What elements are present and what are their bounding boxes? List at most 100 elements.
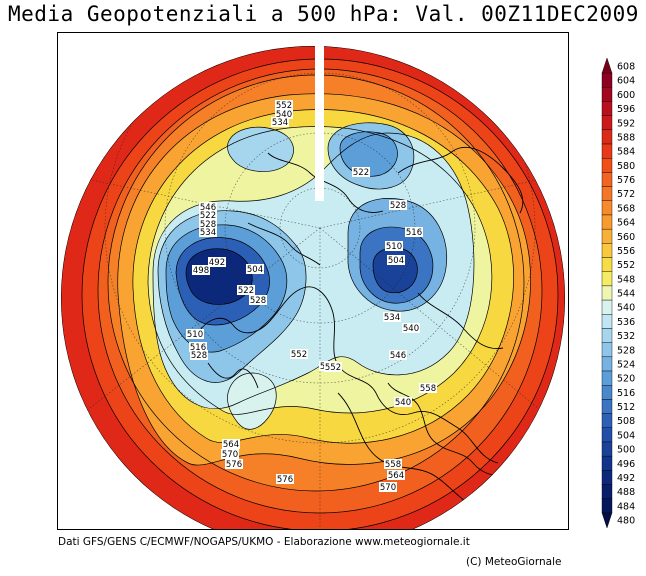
contour-label: 570 — [222, 450, 238, 460]
legend-swatch — [601, 243, 613, 258]
legend-swatch — [601, 328, 613, 343]
legend-level-label: 492 — [617, 473, 635, 484]
legend-level-label: 552 — [617, 260, 635, 271]
contour-label: 564 — [223, 440, 239, 450]
geopotential-map: 552 540 534 522 528 516 510 504 546 522 528 534 492 4… — [57, 32, 569, 530]
legend-swatch — [601, 299, 613, 315]
legend-level-label: 512 — [617, 402, 635, 413]
contour-label-box — [275, 109, 293, 119]
legend-level-label: 560 — [617, 232, 635, 243]
legend-swatch — [601, 370, 613, 386]
trough-west-492 — [186, 248, 253, 305]
legend-swatch — [601, 214, 613, 230]
legend-level-label: 600 — [617, 90, 635, 101]
legend-level-label: 592 — [617, 118, 635, 129]
contour-label: 504 — [388, 256, 404, 266]
contour-label-box — [385, 241, 403, 251]
legend-level-label: 504 — [617, 430, 635, 441]
legend-level-label: 500 — [617, 445, 635, 456]
contour-label: 510 — [386, 242, 402, 252]
contour — [117, 93, 531, 466]
contour-label-box — [271, 117, 289, 127]
contour-label: 522 — [200, 211, 216, 221]
legend-level-label: 536 — [617, 317, 635, 328]
contour-label-box — [352, 167, 370, 177]
contour-label-box — [237, 285, 255, 295]
meridian — [319, 172, 565, 229]
legend-level-label: 516 — [617, 388, 635, 399]
contour-label: 540 — [403, 324, 419, 334]
legend-level-label: 544 — [617, 289, 635, 300]
legend-level-label: 608 — [617, 62, 635, 73]
legend-swatch — [601, 455, 613, 471]
legend-swatch — [601, 498, 613, 514]
contour — [227, 126, 294, 172]
contour-label: 510 — [187, 330, 203, 340]
contour — [227, 372, 277, 430]
contour-label-box — [402, 323, 420, 333]
legend-level-label: 604 — [617, 76, 635, 87]
legend-swatch — [601, 129, 613, 145]
legend-level-label: 580 — [617, 161, 635, 172]
contour-label-box — [190, 350, 208, 360]
contour-label: 552 — [291, 350, 307, 360]
legend-bars — [601, 58, 613, 528]
contour-labels: 5525405345225285165105045465225285344924… — [186, 100, 437, 493]
contour-label-box — [379, 482, 397, 492]
contour-label: 516 — [406, 228, 422, 238]
contour-label: 504 — [247, 265, 263, 275]
contour-label: 552 — [276, 101, 292, 111]
latitude-circle — [279, 187, 361, 269]
contour-label: 528 — [200, 220, 216, 230]
data-source-credit: Dati GFS/GENS C/ECMWF/NOGAPS/UKMO - Elab… — [58, 536, 470, 548]
contour-label-box — [276, 474, 294, 484]
legend-level-label: 588 — [617, 132, 635, 143]
contour-label-box — [389, 350, 407, 360]
contour-label: 492 — [209, 258, 225, 268]
contour-label: 546 — [390, 351, 406, 361]
contour-label-box — [387, 470, 405, 480]
legend-level-label: 540 — [617, 303, 635, 314]
contour-label-box — [246, 264, 264, 274]
contour-label: 540 — [276, 110, 292, 120]
contour-label: 498 — [193, 266, 209, 276]
contour-label-box — [405, 227, 423, 237]
contour-label: 576 — [277, 475, 293, 485]
contour-label-box — [199, 210, 217, 220]
trough-east-498 — [373, 247, 418, 293]
contour-label: 552 — [325, 363, 341, 373]
legend-level-label: 488 — [617, 487, 635, 498]
legend-swatch — [601, 484, 613, 499]
contour — [147, 126, 493, 415]
legend-swatch — [601, 441, 613, 457]
contour-label-box — [199, 202, 217, 212]
graticule — [61, 46, 565, 529]
contour-label-box — [249, 295, 267, 305]
contour — [132, 109, 514, 444]
legend-swatch — [601, 385, 613, 400]
contour — [339, 131, 398, 177]
contour-label: 534 — [272, 118, 288, 128]
contour-label-box — [290, 349, 308, 359]
legend-swatch — [601, 399, 613, 414]
legend-labels: 608 604 600 596 592 588 584 580 576 572 568 564 560 5… — [617, 62, 635, 527]
legend-swatch — [601, 186, 613, 201]
legend-swatch — [601, 172, 613, 187]
contour-label-box — [389, 200, 407, 210]
contour-label-box — [394, 397, 412, 407]
legend-swatch — [601, 413, 613, 428]
contour — [347, 198, 448, 312]
legend-level-label: 484 — [617, 501, 635, 512]
contour-label-box — [192, 265, 210, 275]
legend-swatch — [601, 427, 613, 443]
legend-swatch — [601, 285, 613, 301]
legend-swatch — [601, 228, 613, 244]
contour-label: 528 — [390, 201, 406, 211]
contour-label-box — [222, 439, 240, 449]
contour — [152, 132, 475, 410]
contour-label: 516 — [190, 343, 206, 353]
legend-swatch — [601, 314, 613, 329]
legend-swatch — [601, 87, 613, 102]
contour-label-box — [225, 459, 243, 469]
legend-swatch — [601, 200, 613, 216]
